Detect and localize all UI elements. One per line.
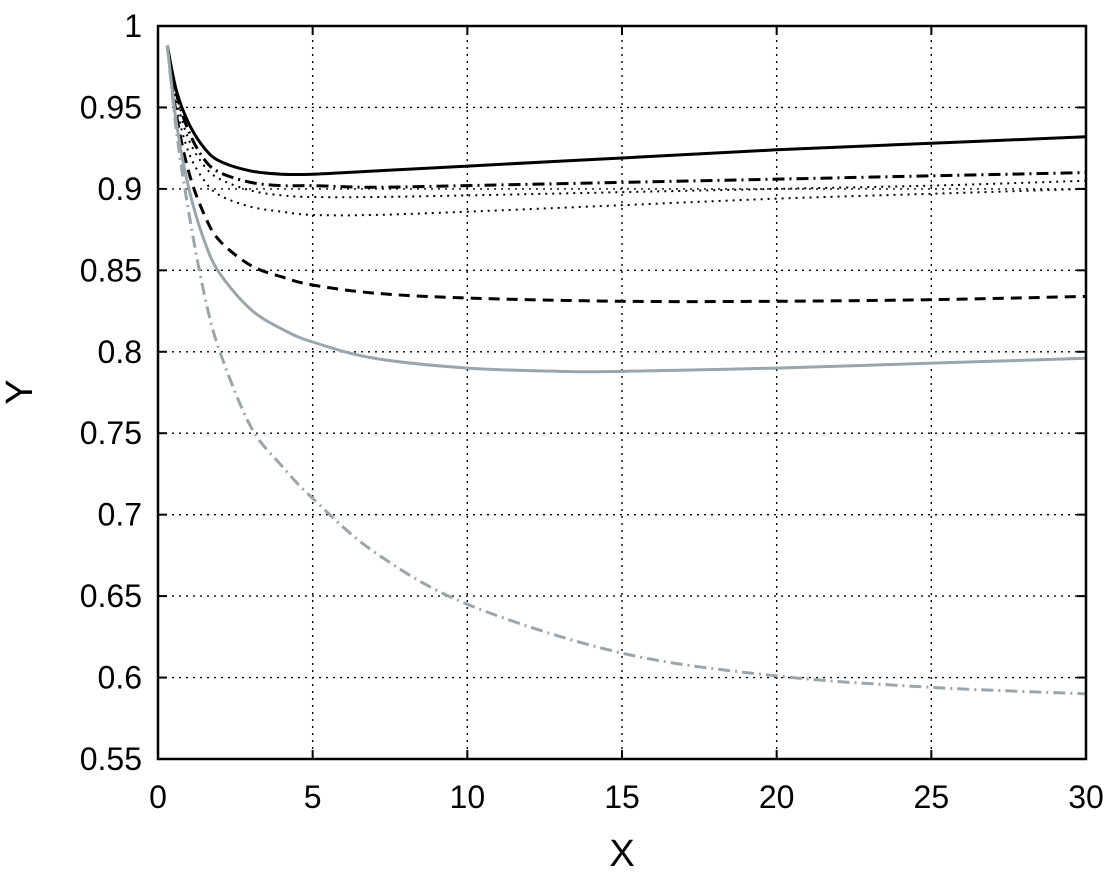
x-tick-label: 5 <box>304 779 322 815</box>
x-tick-label: 15 <box>604 779 640 815</box>
y-tick-label: 0.55 <box>80 741 142 777</box>
x-tick-label: 20 <box>759 779 795 815</box>
x-tick-label: 10 <box>450 779 486 815</box>
y-tick-label: 1 <box>124 8 142 44</box>
ticks: 0 5 10 15 20 25 30 0.55 0.6 0.65 0.7 0.75 0.8 0.85 0.9… <box>80 8 1104 815</box>
y-tick-label: 0.75 <box>80 415 142 451</box>
y-tick-label: 0.85 <box>80 252 142 288</box>
y-tick-label: 0.9 <box>98 171 142 207</box>
series-7-line <box>165 45 1087 696</box>
series-5-line <box>165 45 1087 304</box>
series-4-line <box>166 45 1087 217</box>
y-tick-label: 0.7 <box>98 497 142 533</box>
series-2-line <box>165 45 1087 189</box>
grid <box>158 26 1086 759</box>
series-6-line <box>165 45 1087 374</box>
x-tick-label: 0 <box>149 779 167 815</box>
y-tick-label: 0.95 <box>80 89 142 125</box>
y-tick-label: 0.6 <box>98 660 142 696</box>
x-tick-label: 30 <box>1068 779 1104 815</box>
y-tick-label: 0.8 <box>98 334 142 370</box>
y-tick-label: 0.65 <box>80 578 142 614</box>
series-group <box>165 45 1087 696</box>
series-1-line <box>165 45 1087 177</box>
x-tick-label: 25 <box>914 779 950 815</box>
y-axis-label: Y <box>0 379 41 404</box>
x-axis-label: X <box>609 833 634 875</box>
